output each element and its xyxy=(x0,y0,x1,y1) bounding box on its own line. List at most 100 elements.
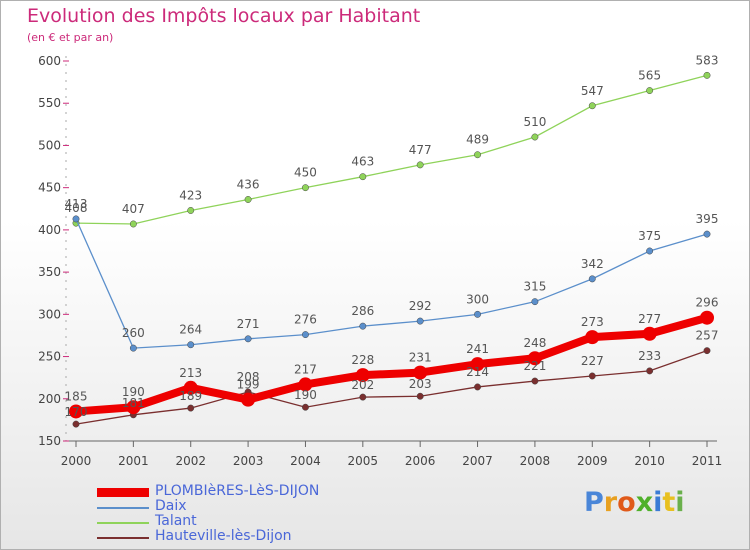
y-tick-label: 500 xyxy=(38,138,61,152)
y-tick-label: 200 xyxy=(38,392,61,406)
legend-swatch xyxy=(97,522,149,524)
data-label: 214 xyxy=(466,365,489,379)
data-label: 315 xyxy=(523,280,546,294)
data-label: 565 xyxy=(638,69,661,83)
data-point xyxy=(588,372,596,380)
data-point xyxy=(474,310,481,318)
x-tick-label: 2007 xyxy=(462,454,493,468)
legend-label: PLOMBIèRES-LèS-DIJON xyxy=(155,483,320,499)
logo-letter: x xyxy=(635,487,654,518)
x-tick-label: 2011 xyxy=(692,454,723,468)
data-point xyxy=(187,404,195,412)
data-point xyxy=(187,207,195,214)
legend-swatch xyxy=(97,488,149,497)
data-point xyxy=(531,377,539,385)
x-tick-label: 2001 xyxy=(118,454,149,468)
data-point xyxy=(359,393,367,401)
data-label: 489 xyxy=(466,133,489,147)
data-point xyxy=(69,404,83,419)
data-label: 273 xyxy=(581,315,604,329)
data-label: 463 xyxy=(351,155,374,169)
data-label: 185 xyxy=(65,389,88,403)
x-tick-label: 2003 xyxy=(233,454,264,468)
y-tick-label: 150 xyxy=(38,434,61,448)
proxiti-logo: Proxiti xyxy=(584,487,685,518)
data-label: 241 xyxy=(466,342,489,356)
data-label: 231 xyxy=(409,351,432,365)
data-point xyxy=(531,133,539,141)
series-2 xyxy=(72,71,711,228)
data-point xyxy=(298,377,313,392)
y-tick-label: 350 xyxy=(38,265,61,279)
x-tick-label: 2008 xyxy=(520,454,551,468)
data-label: 208 xyxy=(237,370,260,384)
data-label: 395 xyxy=(696,212,719,226)
data-point xyxy=(187,341,195,349)
data-label: 189 xyxy=(179,389,202,403)
series-1 xyxy=(72,215,711,352)
data-point xyxy=(359,173,367,181)
data-label: 342 xyxy=(581,257,604,271)
data-point xyxy=(588,102,596,110)
data-point xyxy=(646,247,654,255)
data-point xyxy=(474,383,481,391)
data-label: 248 xyxy=(523,336,546,350)
data-label: 202 xyxy=(351,378,374,392)
chart-title: Evolution des Impôts locaux par Habitant xyxy=(27,5,421,27)
data-label: 221 xyxy=(523,359,546,373)
data-label: 199 xyxy=(237,378,260,392)
data-point xyxy=(129,220,137,228)
data-point xyxy=(703,230,711,238)
data-label: 233 xyxy=(638,349,661,363)
data-point xyxy=(642,326,657,341)
y-tick-label: 550 xyxy=(38,96,61,110)
data-point xyxy=(129,344,137,352)
data-label: 190 xyxy=(294,388,317,402)
data-label: 170 xyxy=(65,405,88,419)
data-point xyxy=(588,275,596,283)
data-label: 375 xyxy=(638,229,661,243)
legend-swatch xyxy=(97,537,149,539)
y-tick-label: 300 xyxy=(38,307,61,321)
x-tick-label: 2000 xyxy=(61,454,92,468)
data-label: 286 xyxy=(351,304,374,318)
x-tick-label: 2002 xyxy=(175,454,206,468)
data-point xyxy=(355,368,370,383)
data-label: 583 xyxy=(696,53,719,67)
data-label: 423 xyxy=(179,188,202,202)
series-0 xyxy=(69,310,714,419)
logo-letter: i xyxy=(675,487,685,518)
data-point xyxy=(416,392,424,400)
data-label: 436 xyxy=(237,177,260,191)
data-label: 213 xyxy=(179,366,202,380)
data-point xyxy=(703,347,711,355)
data-label: 413 xyxy=(65,197,88,211)
data-point xyxy=(72,420,80,428)
data-label: 228 xyxy=(351,353,374,367)
data-point xyxy=(72,215,80,223)
legend-label: Talant xyxy=(155,513,197,529)
series-line xyxy=(75,74,708,225)
data-point xyxy=(241,392,256,407)
data-point xyxy=(359,322,367,330)
legend-label: Daix xyxy=(155,498,187,514)
data-label: 190 xyxy=(122,385,145,399)
data-point xyxy=(474,151,481,159)
data-point xyxy=(183,380,198,395)
data-point xyxy=(244,335,252,343)
data-point xyxy=(703,71,711,79)
series-line xyxy=(75,350,708,425)
y-tick-label: 600 xyxy=(38,54,61,68)
data-label: 271 xyxy=(237,317,260,331)
data-label: 408 xyxy=(65,201,88,215)
data-point xyxy=(527,351,542,366)
data-point xyxy=(646,87,654,95)
data-label: 181 xyxy=(122,396,145,410)
x-tick-label: 2010 xyxy=(634,454,665,468)
data-point xyxy=(585,330,600,345)
y-tick-label: 400 xyxy=(38,223,61,237)
data-label: 300 xyxy=(466,292,489,306)
logo-letter: t xyxy=(662,487,676,518)
data-label: 203 xyxy=(409,377,432,391)
